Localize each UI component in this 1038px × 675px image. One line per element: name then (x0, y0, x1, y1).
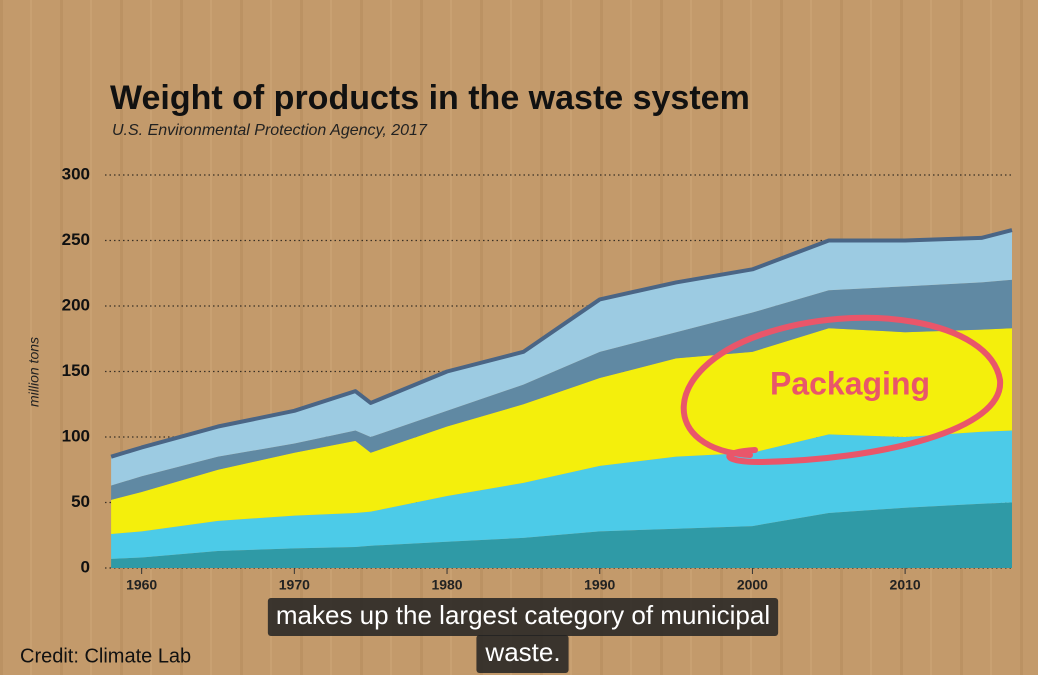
chart-subtitle: U.S. Environmental Protection Agency, 20… (112, 122, 428, 139)
x-tick-label: 1980 (431, 577, 462, 593)
y-tick-label: 100 (62, 426, 90, 445)
x-tick-label: 1960 (126, 577, 157, 593)
y-axis-label: million tons (26, 337, 42, 407)
caption-line: makes up the largest category of municip… (276, 600, 770, 630)
x-tick-label: 2010 (890, 577, 921, 593)
y-tick-label: 150 (62, 361, 90, 380)
annotation-text: Packaging (770, 365, 930, 401)
chart: Weight of products in the waste system U… (0, 0, 1038, 675)
y-tick-label: 50 (71, 492, 90, 511)
chart-title: Weight of products in the waste system (110, 79, 750, 117)
credit: Credit: Climate Lab (20, 645, 191, 667)
y-tick-label: 200 (62, 295, 90, 314)
x-tick-label: 1990 (584, 577, 615, 593)
x-tick-label: 1970 (279, 577, 310, 593)
x-tick-label: 2000 (737, 577, 768, 593)
caption-line: waste. (484, 637, 560, 667)
y-tick-label: 250 (62, 230, 90, 249)
y-tick-label: 300 (62, 164, 90, 183)
y-tick-label: 0 (81, 557, 90, 576)
